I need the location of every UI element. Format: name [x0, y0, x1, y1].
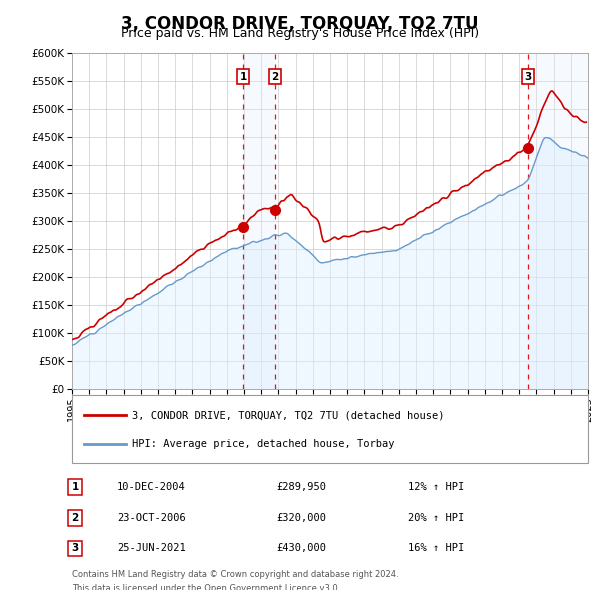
Text: This data is licensed under the Open Government Licence v3.0.: This data is licensed under the Open Gov…	[72, 585, 340, 590]
Text: 12% ↑ HPI: 12% ↑ HPI	[408, 482, 464, 492]
Text: 16% ↑ HPI: 16% ↑ HPI	[408, 543, 464, 553]
Text: 25-JUN-2021: 25-JUN-2021	[117, 543, 186, 553]
Text: 1: 1	[239, 71, 247, 81]
Bar	[528, 53, 596, 389]
Text: 23-OCT-2006: 23-OCT-2006	[117, 513, 186, 523]
Text: 3: 3	[71, 543, 79, 553]
Text: HPI: Average price, detached house, Torbay: HPI: Average price, detached house, Torb…	[132, 439, 395, 449]
Text: £430,000: £430,000	[276, 543, 326, 553]
Text: £289,950: £289,950	[276, 482, 326, 492]
Text: Contains HM Land Registry data © Crown copyright and database right 2024.: Contains HM Land Registry data © Crown c…	[72, 570, 398, 579]
Bar	[243, 53, 275, 389]
Text: Price paid vs. HM Land Registry's House Price Index (HPI): Price paid vs. HM Land Registry's House …	[121, 27, 479, 40]
Text: 10-DEC-2004: 10-DEC-2004	[117, 482, 186, 492]
Text: 3: 3	[524, 71, 532, 81]
Text: 1: 1	[71, 482, 79, 492]
Text: 20% ↑ HPI: 20% ↑ HPI	[408, 513, 464, 523]
Text: £320,000: £320,000	[276, 513, 326, 523]
Text: 3, CONDOR DRIVE, TORQUAY, TQ2 7TU (detached house): 3, CONDOR DRIVE, TORQUAY, TQ2 7TU (detac…	[132, 411, 445, 421]
Text: 2: 2	[71, 513, 79, 523]
Text: 2: 2	[271, 71, 278, 81]
Text: 3, CONDOR DRIVE, TORQUAY, TQ2 7TU: 3, CONDOR DRIVE, TORQUAY, TQ2 7TU	[121, 15, 479, 33]
